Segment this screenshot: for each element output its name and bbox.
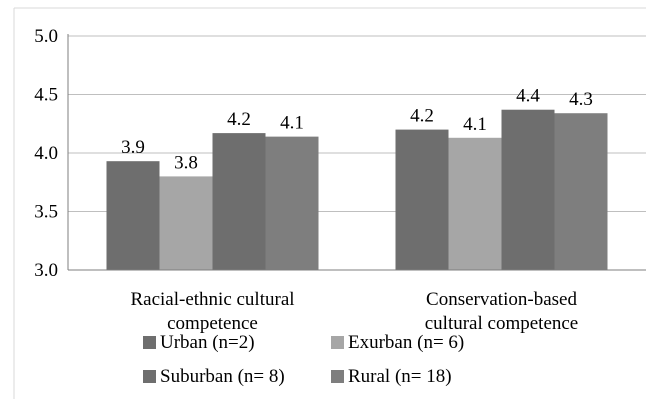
axes: 3.0 3.5 4.0 4.5 5.0 Racial-ethnic cultural com…	[34, 26, 646, 334]
y-tick-label: 4.0	[34, 143, 58, 164]
data-label: 3.8	[174, 152, 198, 173]
legend-swatch	[143, 370, 156, 383]
y-tick-label: 5.0	[34, 26, 58, 47]
bar	[395, 129, 449, 270]
bar	[212, 133, 266, 270]
data-labels: 3.9 3.8 4.2 4.1 4.2 4.1 4.4 4.3	[121, 86, 593, 174]
legend-swatch	[331, 370, 344, 383]
y-tick-label: 3.0	[34, 260, 58, 281]
x-tick-label: Racial-ethnic cultural	[130, 289, 294, 310]
legend-label: Urban (n=2)	[160, 332, 255, 353]
data-label: 4.3	[569, 89, 593, 110]
bar	[448, 137, 502, 270]
data-label: 4.2	[227, 109, 251, 130]
bar	[106, 161, 160, 270]
bar	[501, 109, 555, 271]
legend-label: Rural (n= 18)	[348, 366, 452, 387]
legend-swatch	[143, 336, 156, 349]
x-tick-label: Conservation-based	[426, 289, 577, 310]
data-label: 4.1	[280, 113, 304, 134]
legend: Urban (n=2) Exurban (n= 6) Suburban (n= 8)…	[143, 332, 464, 387]
y-tick-label: 4.5	[34, 85, 58, 106]
legend-label: Suburban (n= 8)	[160, 366, 285, 387]
bars	[106, 109, 608, 271]
data-label: 4.1	[463, 114, 487, 135]
bar	[265, 136, 319, 270]
data-label: 4.2	[410, 106, 434, 127]
legend-swatch	[331, 336, 344, 349]
y-tick-label: 3.5	[34, 202, 58, 223]
bar	[159, 176, 213, 270]
data-label: 4.4	[516, 86, 540, 107]
x-tick-label: cultural competence	[425, 313, 579, 334]
legend-label: Exurban (n= 6)	[348, 332, 464, 353]
x-tick-label: competence	[167, 313, 258, 334]
data-label: 3.9	[121, 137, 145, 158]
bar	[554, 113, 608, 270]
